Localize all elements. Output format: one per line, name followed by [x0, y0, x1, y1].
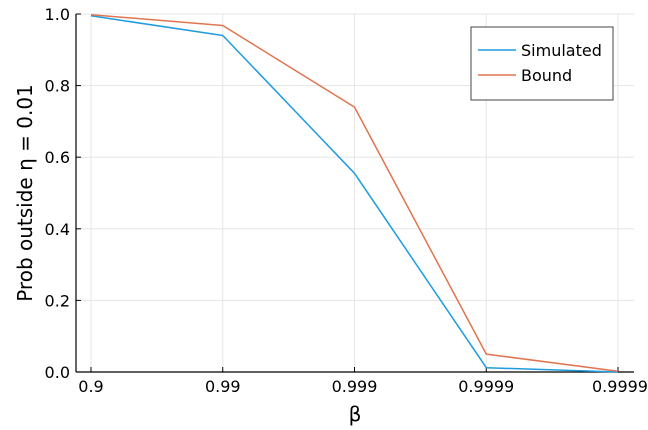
x-tick-label: 0.9 [78, 377, 103, 396]
y-tick-label: 1.0 [45, 5, 70, 24]
y-tick-label: 0.6 [45, 148, 70, 167]
y-tick-labels: 0.0 0.2 0.4 0.6 0.8 1.0 [45, 5, 70, 382]
y-tick-label: 0.2 [45, 291, 70, 310]
legend: Simulated Bound [470, 26, 614, 101]
y-tick-label: 0.8 [45, 77, 70, 96]
axes [75, 14, 634, 373]
y-tick-label: 0.0 [45, 363, 70, 382]
legend-box [470, 26, 614, 101]
x-tick-label: 0.999 [332, 377, 378, 396]
x-axis-label: β [349, 402, 362, 426]
y-axis-label: Prob outside η = 0.01 [13, 84, 37, 302]
legend-label-bound: Bound [521, 66, 572, 85]
x-tick-label: 0.99 [205, 377, 241, 396]
series-line-bound [90, 13, 619, 373]
x-tick-label: 0.99999 [592, 377, 648, 396]
series-lines [90, 13, 619, 373]
x-tick-label: 0.9999 [458, 377, 514, 396]
x-tick-labels: 0.9 0.99 0.999 0.9999 0.99999 [78, 377, 648, 396]
y-tick-label: 0.4 [45, 220, 70, 239]
legend-label-simulated: Simulated [521, 41, 602, 60]
series-line-simulated [90, 15, 619, 373]
